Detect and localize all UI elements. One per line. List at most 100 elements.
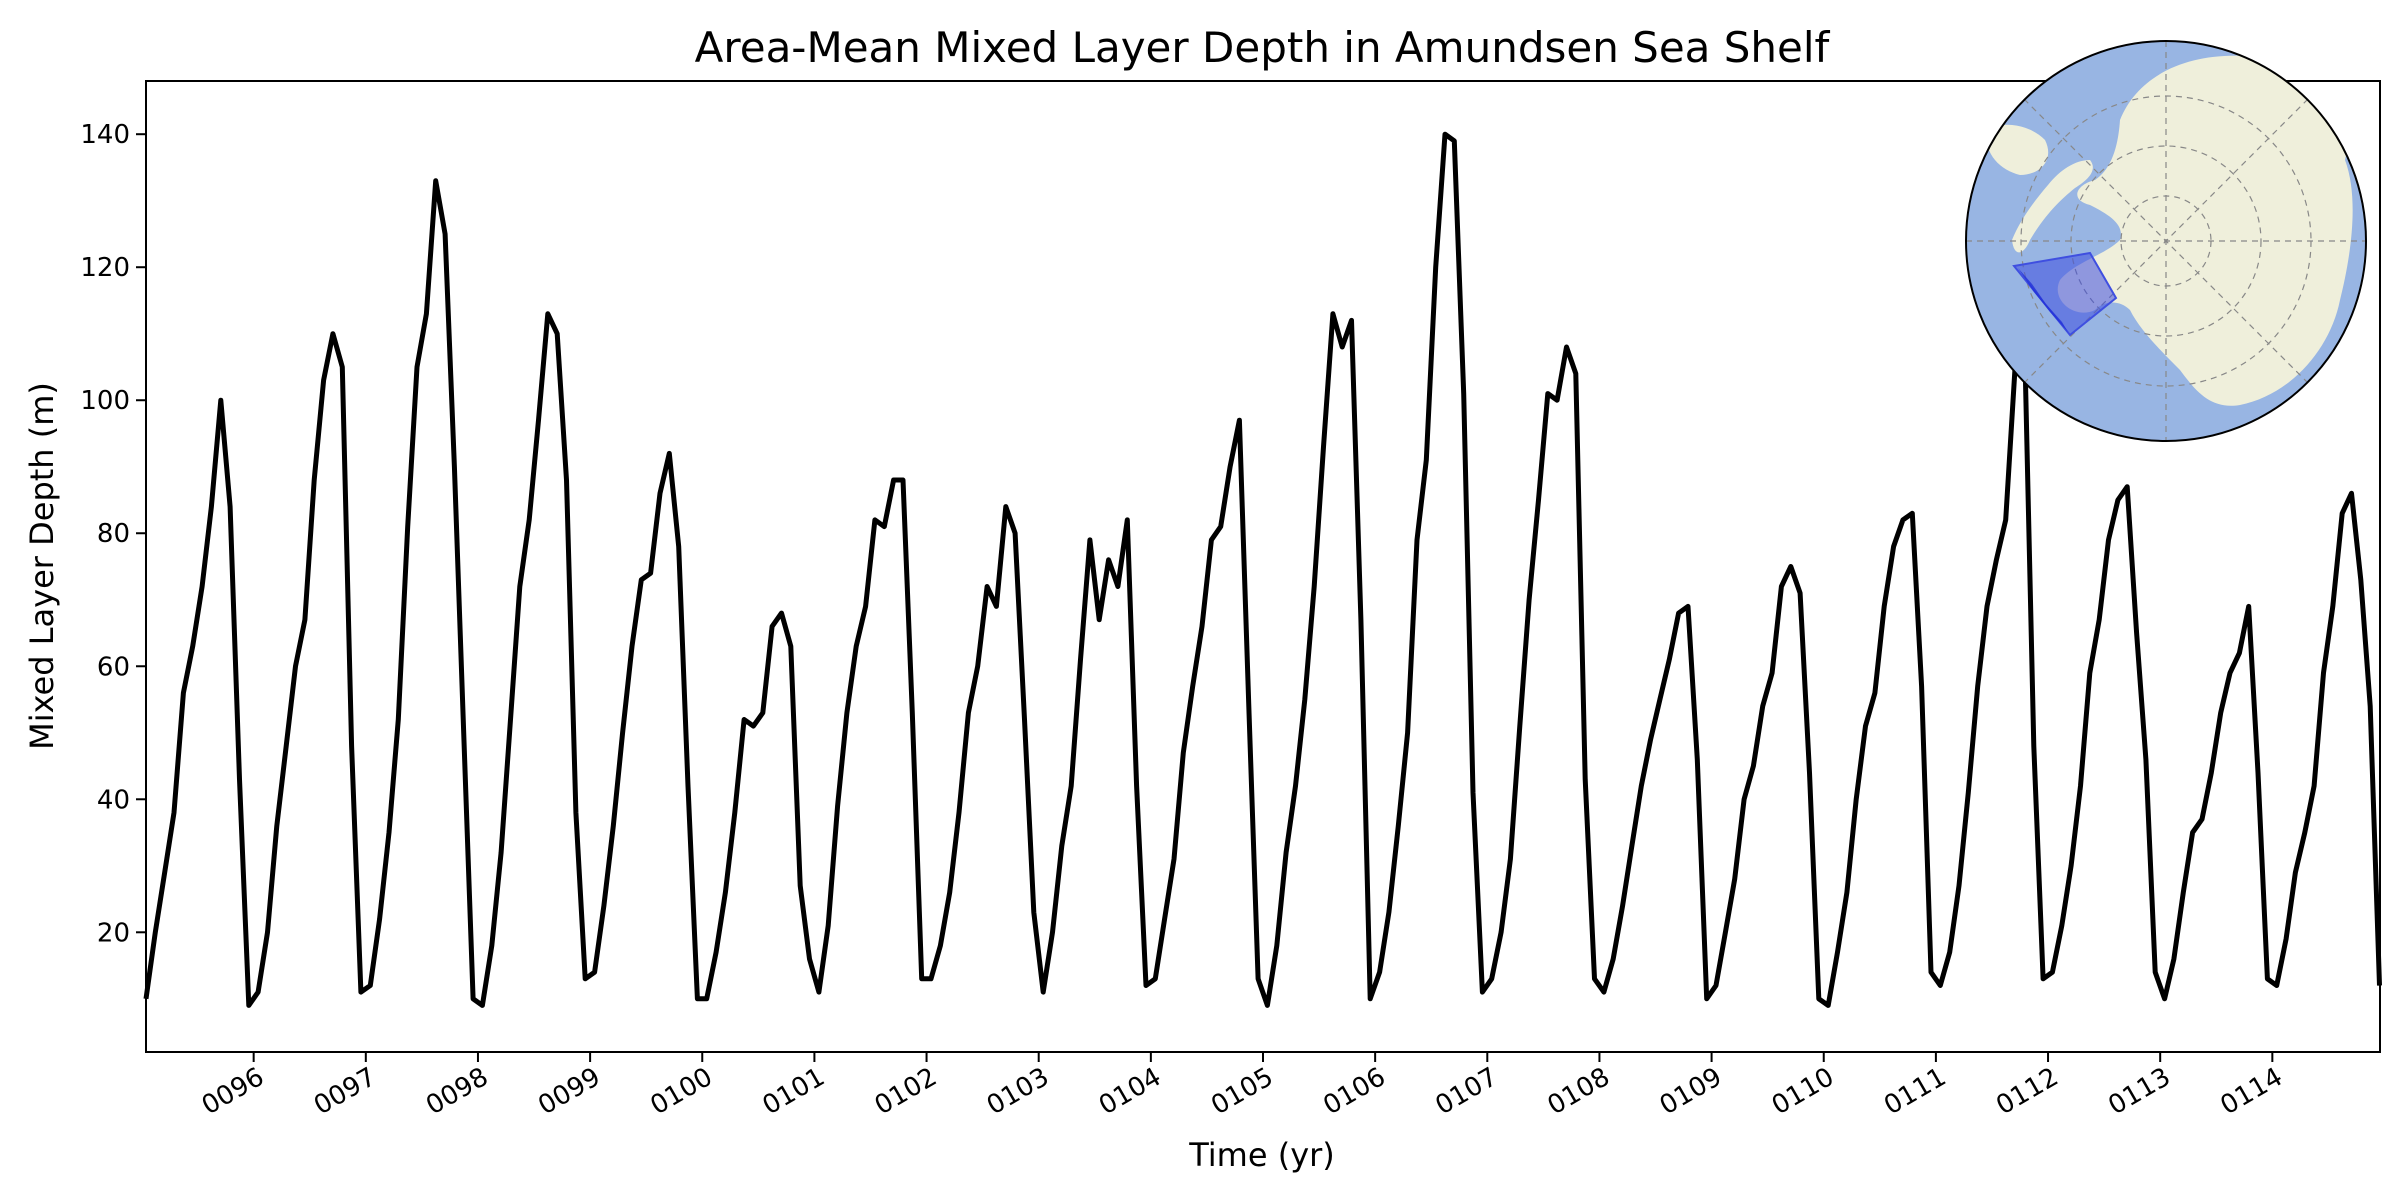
- data-point: [1453, 140, 1456, 142]
- data-point: [1649, 738, 1652, 741]
- data-point: [248, 1004, 250, 1007]
- data-point: [2313, 785, 2315, 787]
- data-point: [1827, 1004, 1829, 1007]
- data-point: [1472, 791, 1474, 794]
- data-point: [2089, 672, 2091, 674]
- data-point: [1126, 519, 1129, 521]
- data-point: [1584, 778, 1586, 781]
- data-point: [631, 645, 633, 648]
- data-point: [388, 831, 390, 834]
- data-point: [220, 399, 222, 402]
- data-point: [762, 712, 764, 714]
- data-point: [565, 479, 568, 481]
- data-point: [1509, 858, 1512, 860]
- data-point: [1416, 539, 1418, 541]
- data-point: [1257, 978, 1259, 980]
- data-point: [1462, 392, 1465, 395]
- data-point: [547, 313, 549, 315]
- data-point: [1360, 618, 1362, 621]
- data-point: [892, 479, 895, 481]
- data-point: [2033, 745, 2035, 747]
- data-point: [210, 505, 213, 508]
- data-point: [2098, 618, 2100, 621]
- inset-map: [1965, 40, 2367, 442]
- data-point: [481, 1004, 484, 1007]
- data-point: [397, 718, 400, 721]
- y-tick-label: 140: [80, 120, 130, 150]
- south-america-tip: [1985, 124, 2049, 175]
- data-point: [677, 545, 680, 548]
- data-point: [1976, 685, 1979, 687]
- y-tick-label: 20: [97, 918, 130, 948]
- chart-title: Area-Mean Mixed Layer Depth in Amundsen …: [695, 23, 1831, 72]
- y-tick-label: 40: [97, 785, 130, 815]
- data-point: [1107, 559, 1110, 561]
- y-tick-label: 60: [97, 652, 130, 682]
- data-point: [1752, 765, 1755, 767]
- data-point: [1070, 785, 1072, 787]
- data-points: [145, 133, 2381, 1007]
- data-point: [163, 871, 166, 874]
- data-point: [1696, 758, 1699, 761]
- data-point: [1033, 911, 1035, 914]
- data-point: [1154, 978, 1157, 980]
- x-axis-label: Time (yr): [1188, 1136, 1335, 1174]
- data-point: [285, 745, 288, 747]
- y-tick-label: 80: [97, 519, 130, 549]
- y-axis: 20 40 60 80 100 120 140: [80, 120, 146, 948]
- data-point: [930, 978, 932, 980]
- data-point: [1014, 532, 1016, 534]
- data-point: [491, 944, 493, 947]
- data-point: [266, 931, 269, 934]
- data-point: [640, 579, 643, 581]
- data-point: [827, 924, 829, 927]
- data-point: [1603, 991, 1605, 993]
- data-point: [621, 732, 624, 734]
- data-point: [864, 605, 867, 608]
- data-point: [967, 712, 970, 714]
- data-point: [1322, 446, 1325, 448]
- data-point: [920, 978, 923, 980]
- data-point: [519, 585, 521, 588]
- data-point: [649, 572, 652, 574]
- data-point: [276, 825, 278, 827]
- data-point: [304, 618, 306, 621]
- data-point: [350, 745, 353, 747]
- data-point: [2126, 485, 2128, 488]
- data-point: [453, 465, 456, 468]
- data-point: [2360, 579, 2362, 581]
- data-point: [1911, 512, 1914, 515]
- data-point: [2257, 771, 2259, 774]
- data-point: [1537, 499, 1540, 501]
- data-point: [1378, 971, 1381, 973]
- data-point: [2266, 978, 2269, 980]
- data-point: [1266, 1004, 1269, 1007]
- data-point: [1705, 998, 1708, 1000]
- data-point: [1780, 585, 1783, 588]
- data-point: [434, 180, 437, 182]
- data-point: [855, 645, 857, 648]
- data-point: [2061, 924, 2063, 927]
- data-point: [603, 904, 605, 907]
- data-point: [2285, 938, 2287, 940]
- data-point: [1799, 592, 1801, 594]
- data-point: [2294, 871, 2297, 874]
- data-point: [836, 805, 839, 807]
- data-point: [1332, 313, 1334, 315]
- data-point: [1836, 951, 1839, 953]
- data-point: [1621, 904, 1624, 907]
- y-tick-label: 120: [80, 253, 130, 283]
- data-point: [584, 978, 586, 980]
- data-point: [705, 998, 708, 1000]
- data-point: [1173, 858, 1175, 860]
- y-axis-label: Mixed Layer Depth (m): [23, 382, 61, 750]
- data-point: [995, 605, 998, 608]
- data-point: [668, 452, 671, 455]
- data-point: [1219, 525, 1222, 528]
- data-point: [752, 725, 755, 727]
- map-border: [1965, 40, 2367, 442]
- data-point: [818, 991, 820, 993]
- data-point: [238, 778, 241, 781]
- data-point: [500, 851, 502, 854]
- data-point: [2210, 771, 2213, 774]
